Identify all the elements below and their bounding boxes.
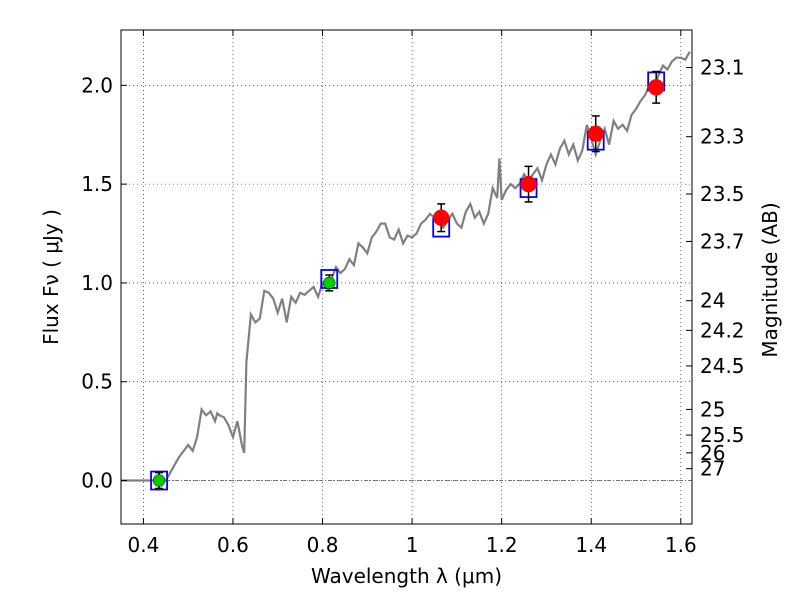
data-point [322, 276, 336, 290]
y2-tick-label: 23.5 [700, 182, 745, 206]
x-tick-label: 1.4 [575, 533, 607, 557]
x-axis-label: Wavelength λ (μm) [311, 564, 502, 588]
spectrum-line [121, 51, 691, 482]
data-point [432, 209, 450, 226]
x-tick-label: 0.6 [217, 533, 249, 557]
y2-tick-label: 23.7 [700, 229, 745, 253]
grid [121, 30, 692, 524]
y-tick-label: 0.5 [81, 370, 113, 394]
y2-tick-label: 23.3 [700, 125, 745, 149]
data-point [520, 175, 537, 193]
y2-tick-label: 23.1 [700, 56, 745, 80]
x-tick-label: 0.8 [307, 533, 339, 557]
y2-tick-label: 24.5 [700, 354, 745, 378]
axes-frame [120, 29, 693, 525]
data-point [647, 79, 665, 96]
axis-ticks: 0.4 0.6 0.8 1 1.2 1.4 1.6 0.0 0.5 1.0 1.5 2.0 23.1 23… [81, 30, 745, 557]
y-tick-label: 1.5 [81, 172, 113, 196]
y-tick-label: 0.0 [81, 469, 113, 493]
y2-tick-label: 24.2 [700, 318, 745, 342]
y-axis-label: Flux Fν ( μJy ) [39, 209, 63, 345]
y2-tick-label: 25.5 [700, 423, 745, 447]
y-tick-label: 1.0 [81, 271, 113, 295]
x-tick-label: 0.4 [127, 533, 159, 557]
y2-axis-label: Magnitude (AB) [758, 202, 782, 357]
x-tick-label: 1.6 [665, 533, 697, 557]
data-point [152, 474, 166, 487]
y2-tick-label: 27 [700, 457, 725, 481]
y2-tick-label: 25 [700, 397, 725, 421]
y2-tick-label: 24 [700, 289, 725, 313]
model-photometry-square [150, 470, 168, 491]
y-tick-label: 2.0 [81, 73, 113, 97]
x-tick-label: 1.2 [486, 533, 518, 557]
data-point [587, 125, 604, 142]
x-tick-label: 1 [406, 533, 419, 557]
y2-tick-label: 26 [700, 441, 725, 465]
plot-area [121, 51, 691, 491]
